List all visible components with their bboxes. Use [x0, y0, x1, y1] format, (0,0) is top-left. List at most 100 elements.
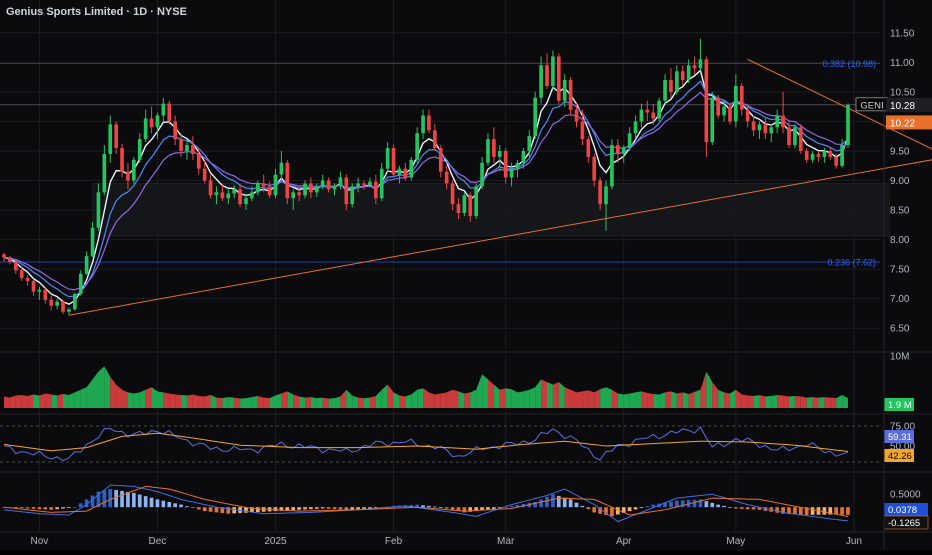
candle-body	[580, 121, 585, 140]
macd-histogram-bar	[562, 497, 567, 508]
volume-area-segment	[747, 395, 754, 408]
macd-histogram-bar	[368, 507, 372, 509]
macd-histogram-bar	[716, 504, 720, 508]
macd-histogram-bar	[13, 507, 18, 508]
volume-area-segment	[600, 387, 607, 408]
candle-body	[226, 193, 231, 199]
candle-body	[379, 168, 384, 199]
price-tick-label: 7.00	[890, 294, 910, 305]
volume-area-segment	[399, 395, 406, 408]
candle-body	[356, 183, 360, 187]
candle-body	[37, 289, 42, 292]
candle-body	[739, 85, 744, 110]
macd-histogram-bar	[226, 507, 231, 514]
volume-area-segment	[458, 391, 465, 408]
macd-histogram-bar	[326, 507, 331, 509]
candle-body	[598, 180, 602, 205]
macd-histogram-bar	[114, 489, 118, 508]
macd-histogram-bar	[822, 507, 827, 515]
macd-histogram-bar	[185, 506, 189, 508]
macd-histogram-bar	[43, 507, 48, 510]
macd-value-label: 0.0378	[888, 505, 917, 516]
macd-histogram-bar	[551, 494, 555, 508]
macd-histogram-bar	[515, 504, 520, 508]
candle-body	[539, 65, 543, 98]
candle-body	[846, 104, 850, 146]
macd-histogram-bar	[669, 501, 673, 508]
volume-area-segment	[322, 397, 329, 408]
macd-histogram-bar	[509, 505, 514, 508]
volume-area-segment	[281, 391, 288, 408]
candle-body	[586, 139, 591, 157]
rsi-line	[3, 426, 849, 462]
candle-body	[834, 156, 839, 166]
candle-body	[509, 168, 514, 178]
volume-area-segment	[706, 371, 713, 408]
rsi-value-label: 59.31	[888, 432, 912, 443]
candle-body	[775, 115, 780, 128]
candle-body	[120, 148, 124, 172]
rsi-ma-line	[3, 432, 849, 452]
macd-histogram-bar	[846, 507, 850, 515]
volume-area-segment	[806, 397, 813, 408]
macd-histogram-bar	[161, 500, 166, 508]
macd-histogram-bar	[651, 504, 656, 508]
volume-area-segment	[800, 396, 807, 408]
macd-histogram-bar	[433, 506, 437, 508]
macd-histogram-bar	[444, 507, 449, 509]
date-axis-label: Apr	[616, 536, 632, 547]
candle-body	[480, 162, 484, 187]
volume-area-segment	[523, 389, 530, 408]
symbol-title: Genius Sports Limited · 1D · NYSE	[6, 6, 187, 18]
volume-area-segment	[163, 392, 170, 408]
macd-histogram-bar	[250, 507, 254, 513]
volume-area-segment	[546, 382, 553, 408]
volume-area-segment	[316, 397, 323, 408]
volume-area-segment	[98, 366, 105, 408]
candle-body	[692, 65, 697, 69]
macd-histogram-bar	[840, 507, 844, 515]
candle-body	[486, 139, 490, 163]
candle-body	[196, 153, 201, 169]
volume-area-segment	[222, 397, 229, 408]
candle-body	[13, 262, 18, 271]
candle-body	[208, 180, 213, 196]
macd-histogram-bar	[675, 500, 679, 508]
volume-area-segment	[777, 395, 784, 408]
candle-body	[126, 171, 130, 181]
macd-histogram-bar	[173, 503, 177, 508]
volume-area-segment	[417, 388, 424, 408]
candle-body	[338, 177, 343, 187]
macd-histogram-bar	[409, 504, 414, 508]
macd-tick-label: 0.5000	[890, 490, 921, 501]
macd-histogram-bar	[533, 502, 538, 508]
macd-histogram-bar	[739, 507, 744, 509]
volume-area-segment	[198, 396, 205, 408]
macd-histogram-bar	[604, 507, 608, 515]
ema-price-label: 10.22	[890, 118, 915, 129]
volume-area-segment	[310, 397, 317, 408]
volume-value-label: 1.9 M	[888, 400, 912, 411]
volume-area-segment	[446, 389, 453, 408]
volume-area-segment	[741, 394, 748, 408]
price-tick-label: 10.50	[890, 87, 915, 98]
candle-body	[639, 109, 644, 122]
candle-body	[716, 97, 720, 116]
candle-body	[497, 150, 502, 157]
candle-body	[633, 121, 638, 134]
candle-body	[332, 186, 337, 190]
candle-body	[627, 133, 632, 148]
volume-area-segment	[682, 392, 689, 408]
candle-body	[840, 145, 844, 166]
volume-area-segment	[393, 392, 400, 408]
volume-area-segment	[175, 394, 182, 408]
candle-body	[574, 109, 579, 122]
candle-body	[220, 192, 225, 199]
candle-body	[722, 106, 726, 116]
candle-body	[657, 100, 661, 119]
candle-body	[132, 159, 136, 181]
candle-body	[816, 153, 821, 157]
candle-body	[173, 121, 177, 140]
volume-area-segment	[594, 389, 601, 408]
volume-area-segment	[9, 395, 16, 408]
